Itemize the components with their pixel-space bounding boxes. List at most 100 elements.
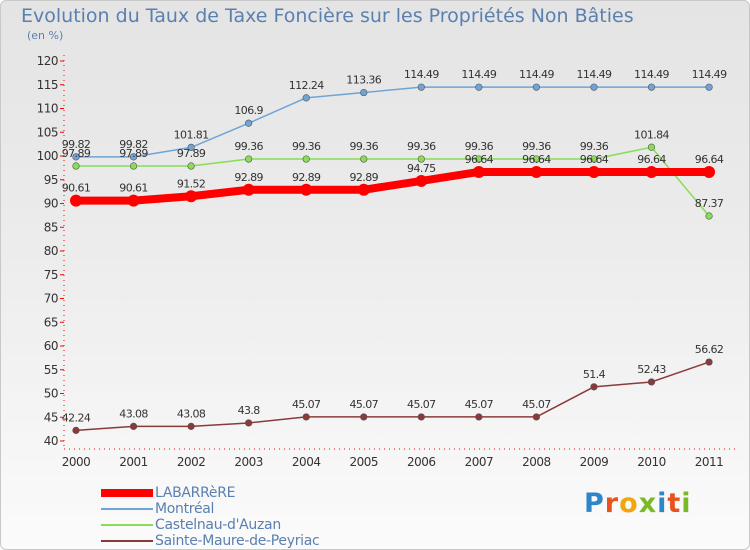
x-tick-label: 2003 bbox=[234, 455, 263, 469]
data-label: 99.36 bbox=[465, 140, 494, 153]
data-label: 99.36 bbox=[522, 140, 551, 153]
legend-label: Sainte-Maure-de-Peyriac bbox=[155, 533, 320, 549]
y-tick-label: 85 bbox=[44, 220, 58, 234]
legend-swatch bbox=[101, 524, 153, 526]
data-point bbox=[187, 162, 195, 170]
data-label: 97.89 bbox=[119, 147, 148, 160]
y-tick-label: 95 bbox=[44, 173, 58, 187]
data-point bbox=[302, 94, 310, 102]
data-label: 114.49 bbox=[519, 68, 554, 81]
data-label: 113.36 bbox=[346, 74, 381, 87]
data-point bbox=[187, 143, 195, 152]
data-label: 90.61 bbox=[119, 182, 148, 195]
legend-swatch bbox=[101, 540, 153, 542]
data-label: 99.82 bbox=[62, 138, 91, 151]
data-label: 92.89 bbox=[234, 171, 263, 184]
data-label: 99.36 bbox=[292, 140, 321, 153]
series-line-3 bbox=[75, 361, 710, 432]
data-label: 45.07 bbox=[522, 398, 551, 411]
data-label: 87.37 bbox=[695, 197, 724, 210]
data-label: 51.4 bbox=[583, 368, 606, 381]
data-label: 42.24 bbox=[62, 411, 91, 424]
x-tick-label: 2004 bbox=[292, 455, 321, 469]
data-label: 99.36 bbox=[407, 140, 436, 153]
data-point bbox=[590, 155, 598, 163]
data-label: 114.49 bbox=[577, 68, 612, 81]
data-label: 106.9 bbox=[234, 104, 263, 117]
data-label: 56.62 bbox=[695, 343, 724, 356]
x-tick-label: 2001 bbox=[119, 455, 148, 469]
data-point bbox=[300, 183, 313, 196]
data-point bbox=[647, 83, 656, 91]
data-label: 114.49 bbox=[634, 68, 669, 81]
data-point bbox=[185, 190, 198, 203]
x-tick-label: 2008 bbox=[522, 455, 551, 469]
data-label: 114.49 bbox=[404, 68, 439, 81]
data-label: 45.07 bbox=[407, 398, 436, 411]
series-line-0 bbox=[72, 167, 714, 205]
data-label: 99.36 bbox=[234, 140, 263, 153]
data-point bbox=[475, 83, 483, 91]
y-tick-label: 100 bbox=[37, 149, 58, 163]
data-label: 114.49 bbox=[461, 68, 496, 81]
data-point bbox=[703, 165, 716, 178]
data-point bbox=[129, 422, 138, 430]
series-line-1 bbox=[75, 86, 710, 158]
data-point bbox=[532, 83, 541, 91]
data-point bbox=[245, 119, 253, 127]
data-point bbox=[417, 83, 425, 91]
data-label: 96.64 bbox=[580, 153, 609, 166]
legend-label: LABARRèRE bbox=[155, 485, 236, 501]
y-tick-label: 55 bbox=[44, 363, 58, 377]
data-point bbox=[415, 174, 428, 187]
data-point bbox=[590, 383, 598, 391]
data-label: 92.89 bbox=[350, 171, 379, 184]
data-point bbox=[127, 194, 140, 207]
data-label: 43.8 bbox=[238, 404, 261, 417]
data-point bbox=[645, 165, 658, 178]
data-label: 96.64 bbox=[637, 153, 666, 166]
data-point bbox=[417, 413, 425, 421]
data-label: 92.89 bbox=[292, 171, 321, 184]
y-tick-label: 90 bbox=[44, 197, 58, 211]
y-tick-label: 75 bbox=[44, 268, 58, 282]
data-point bbox=[705, 212, 713, 220]
legend-label: Castelnau-d'Auzan bbox=[155, 517, 281, 533]
y-tick-label: 45 bbox=[44, 410, 58, 424]
data-point bbox=[302, 413, 310, 421]
y-tick-label: 115 bbox=[37, 78, 58, 92]
data-label: 101.84 bbox=[634, 128, 669, 141]
data-point bbox=[475, 413, 483, 421]
data-point bbox=[129, 153, 138, 161]
data-label: 97.89 bbox=[62, 147, 91, 160]
data-point bbox=[590, 83, 598, 91]
y-tick-label: 70 bbox=[44, 292, 58, 306]
data-point bbox=[187, 422, 195, 430]
data-point bbox=[245, 419, 253, 427]
data-label: 101.81 bbox=[174, 128, 209, 141]
data-point bbox=[360, 88, 368, 97]
y-tick-label: 60 bbox=[44, 339, 58, 353]
x-tick-label: 2009 bbox=[580, 455, 609, 469]
data-point bbox=[245, 155, 253, 163]
chart-subtitle: (en %) bbox=[27, 29, 64, 42]
x-tick-label: 2002 bbox=[177, 455, 206, 469]
y-tick-label: 110 bbox=[37, 102, 58, 116]
y-tick-label: 105 bbox=[37, 125, 58, 139]
data-point bbox=[587, 165, 600, 178]
data-label: 90.61 bbox=[62, 182, 91, 195]
data-label: 52.43 bbox=[637, 363, 666, 376]
data-label: 99.36 bbox=[580, 140, 609, 153]
x-tick-label: 2006 bbox=[407, 455, 436, 469]
data-point bbox=[647, 378, 656, 386]
data-point bbox=[242, 183, 255, 196]
legend-label: Montréal bbox=[155, 501, 215, 517]
data-point bbox=[417, 155, 425, 163]
x-tick-label: 2010 bbox=[637, 455, 666, 469]
data-point bbox=[705, 83, 713, 91]
data-label: 99.36 bbox=[350, 140, 379, 153]
data-point bbox=[72, 153, 80, 161]
x-tick-label: 2005 bbox=[349, 455, 378, 469]
data-label: 112.24 bbox=[289, 79, 324, 92]
